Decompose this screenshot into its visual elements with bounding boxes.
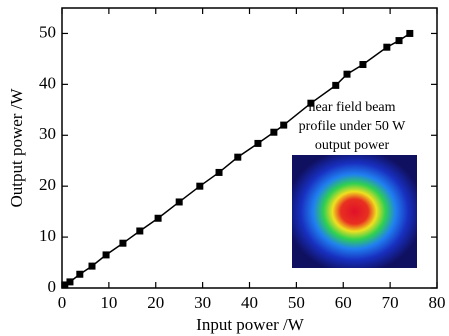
marker bbox=[383, 44, 390, 51]
y-tick-label: 30 bbox=[39, 124, 56, 143]
marker bbox=[103, 251, 110, 258]
y-tick-label: 50 bbox=[39, 22, 56, 41]
x-tick-label: 80 bbox=[429, 293, 446, 312]
marker bbox=[254, 140, 261, 147]
y-axis-label: Output power /W bbox=[7, 88, 26, 208]
marker bbox=[307, 100, 314, 107]
annotation: output power bbox=[315, 138, 390, 153]
marker bbox=[176, 198, 183, 205]
marker bbox=[280, 122, 287, 129]
marker bbox=[234, 154, 241, 161]
x-tick-label: 30 bbox=[194, 293, 211, 312]
marker bbox=[76, 271, 83, 278]
x-tick-label: 0 bbox=[58, 293, 67, 312]
x-tick-label: 60 bbox=[335, 293, 352, 312]
x-tick-label: 40 bbox=[241, 293, 258, 312]
x-axis-label: Input power /W bbox=[196, 315, 305, 334]
annotation: profile under 50 W bbox=[299, 119, 406, 134]
marker bbox=[136, 227, 143, 234]
x-tick-label: 70 bbox=[382, 293, 399, 312]
marker bbox=[270, 129, 277, 136]
marker bbox=[344, 71, 351, 78]
y-tick-label: 20 bbox=[39, 175, 56, 194]
marker bbox=[119, 240, 126, 247]
annotation: near field beam bbox=[308, 100, 395, 115]
y-tick-label: 10 bbox=[39, 226, 56, 245]
marker bbox=[359, 61, 366, 68]
chart: near field beam profile under 50 W outpu… bbox=[0, 0, 449, 336]
x-tick-label: 10 bbox=[100, 293, 117, 312]
x-tick-label: 20 bbox=[147, 293, 164, 312]
marker bbox=[216, 169, 223, 176]
y-tick-label: 40 bbox=[39, 73, 56, 92]
marker bbox=[396, 37, 403, 44]
marker bbox=[89, 263, 96, 270]
y-tick-label: 0 bbox=[48, 277, 57, 296]
beam-profile-image bbox=[292, 155, 417, 268]
marker bbox=[406, 30, 413, 37]
marker bbox=[155, 215, 162, 222]
x-tick-label: 50 bbox=[288, 293, 305, 312]
marker bbox=[196, 183, 203, 190]
marker bbox=[66, 278, 73, 285]
marker bbox=[332, 82, 339, 89]
